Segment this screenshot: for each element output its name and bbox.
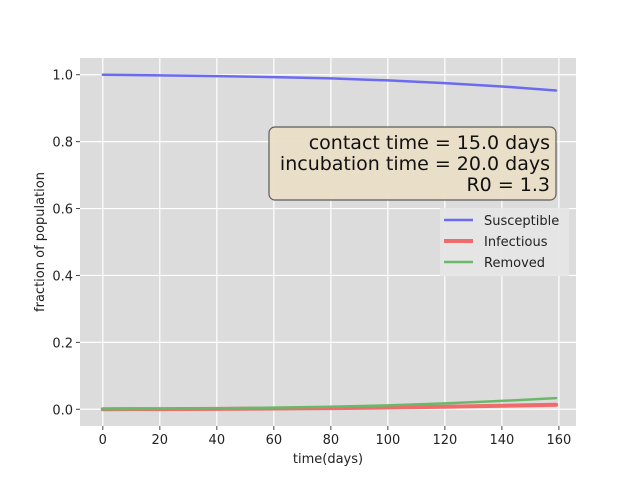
y-tick-label: 0.4 xyxy=(52,269,73,284)
annotation-box: contact time = 15.0 days incubation time… xyxy=(268,126,557,201)
x-tick-label: 20 xyxy=(152,433,169,448)
y-tick-label: 0.8 xyxy=(52,136,73,151)
x-tick-label: 160 xyxy=(546,433,571,448)
x-axis-label: time(days) xyxy=(293,452,363,467)
series-line-susceptible xyxy=(101,73,558,92)
legend: Susceptible Infectious Removed xyxy=(440,208,569,276)
annotation-line-r0: R0 = 1.3 xyxy=(466,174,550,196)
series-line-removed xyxy=(101,396,558,411)
annotation-background xyxy=(268,126,557,201)
legend-label-susceptible: Susceptible xyxy=(484,214,559,229)
y-tick-label: 0.2 xyxy=(52,336,73,351)
y-tick-label: 0.0 xyxy=(52,403,73,418)
x-tick-label: 140 xyxy=(489,433,514,448)
x-axis-ticks: 0 20 40 60 80 100 120 140 160 xyxy=(99,426,571,448)
y-tick-label: 0.6 xyxy=(52,203,73,218)
x-tick-label: 0 xyxy=(99,433,107,448)
x-tick-label: 60 xyxy=(266,433,283,448)
y-tick-label: 1.0 xyxy=(52,69,73,84)
series-lines xyxy=(100,73,559,412)
y-axis-ticks: 0.0 0.2 0.4 0.6 0.8 1.0 xyxy=(52,69,80,418)
x-tick-label: 40 xyxy=(209,433,226,448)
y-axis-label: fraction of population xyxy=(33,172,48,312)
x-tick-label: 80 xyxy=(323,433,340,448)
legend-label-infectious: Infectious xyxy=(484,235,548,250)
legend-label-removed: Removed xyxy=(484,256,545,271)
annotation-line-contact: contact time = 15.0 days xyxy=(309,132,550,154)
x-tick-label: 100 xyxy=(375,433,400,448)
x-tick-label: 120 xyxy=(432,433,457,448)
annotation-line-incubation: incubation time = 20.0 days xyxy=(280,153,550,175)
